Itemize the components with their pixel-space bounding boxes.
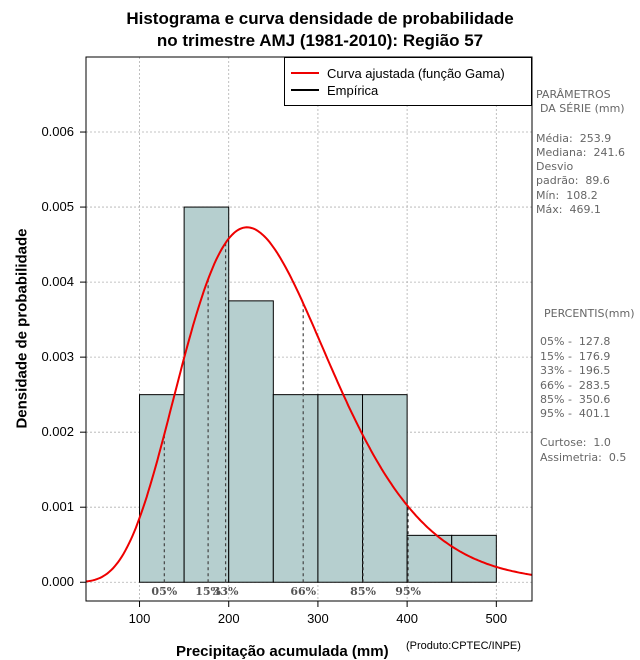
y-tick-label: 0.002 — [41, 424, 74, 439]
fitted-gamma-curve — [85, 226, 533, 583]
percentile-label: 95% — [395, 585, 421, 598]
parameters-header-1: PARÂMETROS — [536, 88, 611, 101]
percentil-95: 95% - 401.1 — [540, 407, 611, 420]
y-tick-label: 0.005 — [41, 199, 74, 214]
param-max: Máx: 469.1 — [536, 203, 601, 216]
assimetria-value: Assimetria: 0.5 — [540, 451, 627, 464]
percentil-33: 33% - 196.5 — [540, 364, 611, 377]
legend-swatch-empirical — [291, 89, 319, 91]
y-tick-label: 0.000 — [41, 574, 74, 589]
param-min: Mín: 108.2 — [536, 189, 598, 202]
param-desvio-2: padrão: 89.6 — [536, 174, 610, 187]
percentil-85: 85% - 350.6 — [540, 393, 611, 406]
percentile-label: 05% — [151, 585, 177, 598]
x-tick-label: 200 — [218, 611, 240, 626]
legend-item-fitted: Curva ajustada (função Gama) — [291, 65, 505, 81]
x-axis-label: Precipitação acumulada (mm) — [176, 643, 389, 660]
histogram-bar — [183, 206, 230, 583]
chart-legend: Curva ajustada (função Gama) Empírica — [284, 57, 532, 106]
percentil-66: 66% - 283.5 — [540, 379, 611, 392]
percentile-label: 66% — [290, 585, 316, 598]
param-media: Média: 253.9 — [536, 132, 612, 145]
percentil-05: 05% - 127.8 — [540, 335, 611, 348]
x-tick-label: 300 — [307, 611, 329, 626]
legend-item-empirical: Empírica — [291, 82, 378, 98]
param-desvio-1: Desvio — [536, 160, 574, 173]
curtose-value: Curtose: 1.0 — [540, 436, 611, 449]
chart-title-line2: no trimestre AMJ (1981-2010): Região 57 — [156, 31, 484, 50]
x-tick-label: 100 — [129, 611, 151, 626]
histogram-bar — [406, 534, 453, 583]
percentile-label: 15% — [195, 585, 221, 598]
y-tick-label: 0.006 — [41, 124, 74, 139]
y-tick-label: 0.001 — [41, 499, 74, 514]
chart-title-line1: Histograma e curva densidade de probabil… — [126, 9, 514, 28]
percentile-label: 85% — [350, 585, 376, 598]
y-axis-label: Densidade de probabilidade — [13, 228, 31, 429]
histogram-bar — [228, 300, 274, 583]
legend-label-empirical: Empírica — [327, 82, 379, 98]
x-tick-label: 400 — [396, 611, 418, 626]
param-mediana: Mediana: 241.6 — [536, 146, 625, 159]
legend-swatch-fitted — [291, 72, 319, 74]
percentile-label: 33% — [213, 585, 239, 598]
y-tick-label: 0.003 — [41, 349, 74, 364]
percentil-15: 15% - 176.9 — [540, 350, 611, 363]
y-tick-label: 0.004 — [41, 274, 74, 289]
x-tick-label: 500 — [485, 611, 507, 626]
histogram-bar — [362, 394, 408, 583]
histogram-bar — [139, 394, 185, 583]
parameters-header-2: DA SÉRIE (mm) — [540, 102, 625, 115]
legend-label-fitted: Curva ajustada (função Gama) — [327, 65, 505, 81]
product-credit: (Produto:CPTEC/INPE) — [406, 640, 521, 652]
histogram-bar — [272, 394, 319, 583]
percentis-header: PERCENTIS(mm) — [544, 307, 635, 320]
